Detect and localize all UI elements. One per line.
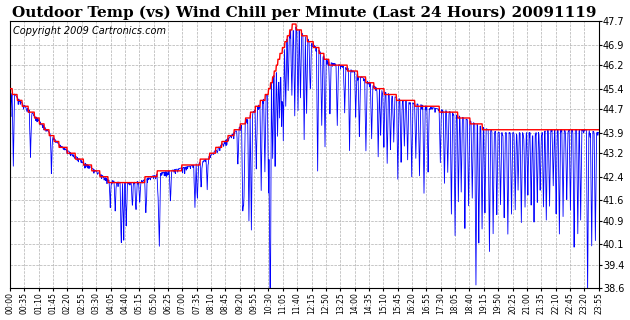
Title: Outdoor Temp (vs) Wind Chill per Minute (Last 24 Hours) 20091119: Outdoor Temp (vs) Wind Chill per Minute … (12, 5, 597, 20)
Text: Copyright 2009 Cartronics.com: Copyright 2009 Cartronics.com (13, 27, 166, 36)
